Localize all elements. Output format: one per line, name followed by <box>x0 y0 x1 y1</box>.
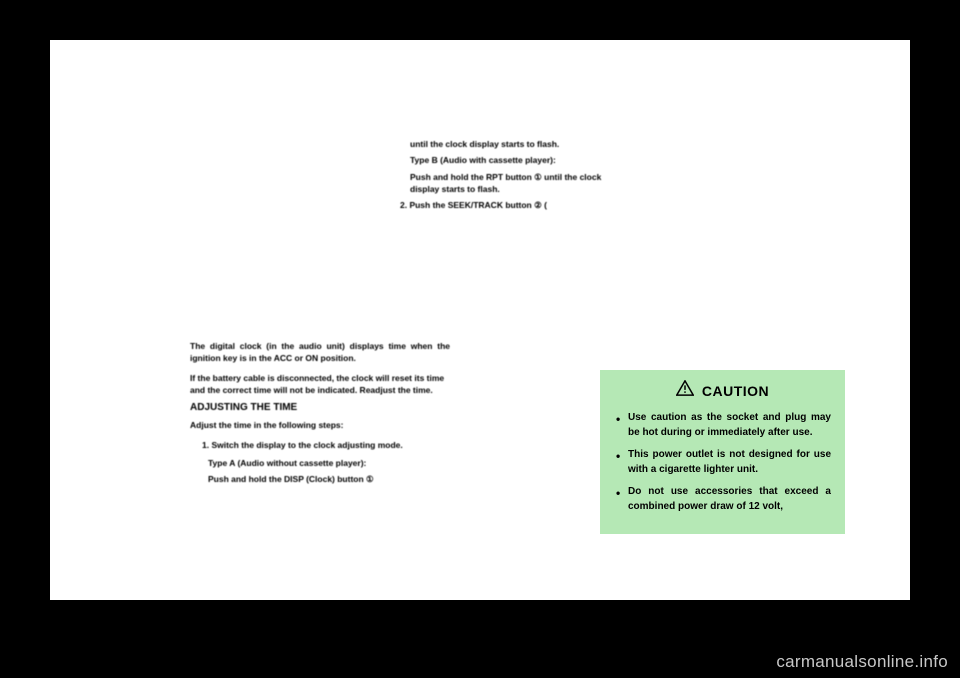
caution-item-2: This power outlet is not designed for us… <box>614 448 831 477</box>
step-2: 2. Push the SEEK/TRACK button ② ( <box>400 199 620 211</box>
step-1b-label: Type B (Audio with cassette player): <box>400 154 620 166</box>
step-1b-text: Push and hold the RPT button ① until the… <box>400 171 620 196</box>
column-2: until the clock display starts to flash.… <box>400 138 620 218</box>
clock-description: The digital clock (in the audio unit) di… <box>190 340 450 365</box>
column-3: CAUTION Use caution as the socket and pl… <box>600 370 845 534</box>
warning-icon <box>676 380 694 401</box>
col2-continue: until the clock display starts to flash. <box>400 138 620 150</box>
step-1: 1. Switch the display to the clock adjus… <box>190 439 450 451</box>
adjust-intro: Adjust the time in the following steps: <box>190 419 450 431</box>
caution-item-3: Do not use accessories that exceed a com… <box>614 485 831 514</box>
caution-header: CAUTION <box>614 380 831 401</box>
adjusting-time-heading: ADJUSTING THE TIME <box>190 402 450 413</box>
caution-box: CAUTION Use caution as the socket and pl… <box>600 370 845 534</box>
caution-item-1: Use caution as the socket and plug may b… <box>614 411 831 440</box>
watermark: carmanualsonline.info <box>776 652 948 672</box>
step-1a-text: Push and hold the DISP (Clock) button ① <box>190 473 450 485</box>
step-1a-label: Type A (Audio without cassette player): <box>190 457 450 469</box>
caution-title: CAUTION <box>702 383 769 399</box>
manual-page: The digital clock (in the audio unit) di… <box>50 40 910 600</box>
column-1: The digital clock (in the audio unit) di… <box>190 340 450 490</box>
battery-note: If the battery cable is disconnected, th… <box>190 372 450 397</box>
